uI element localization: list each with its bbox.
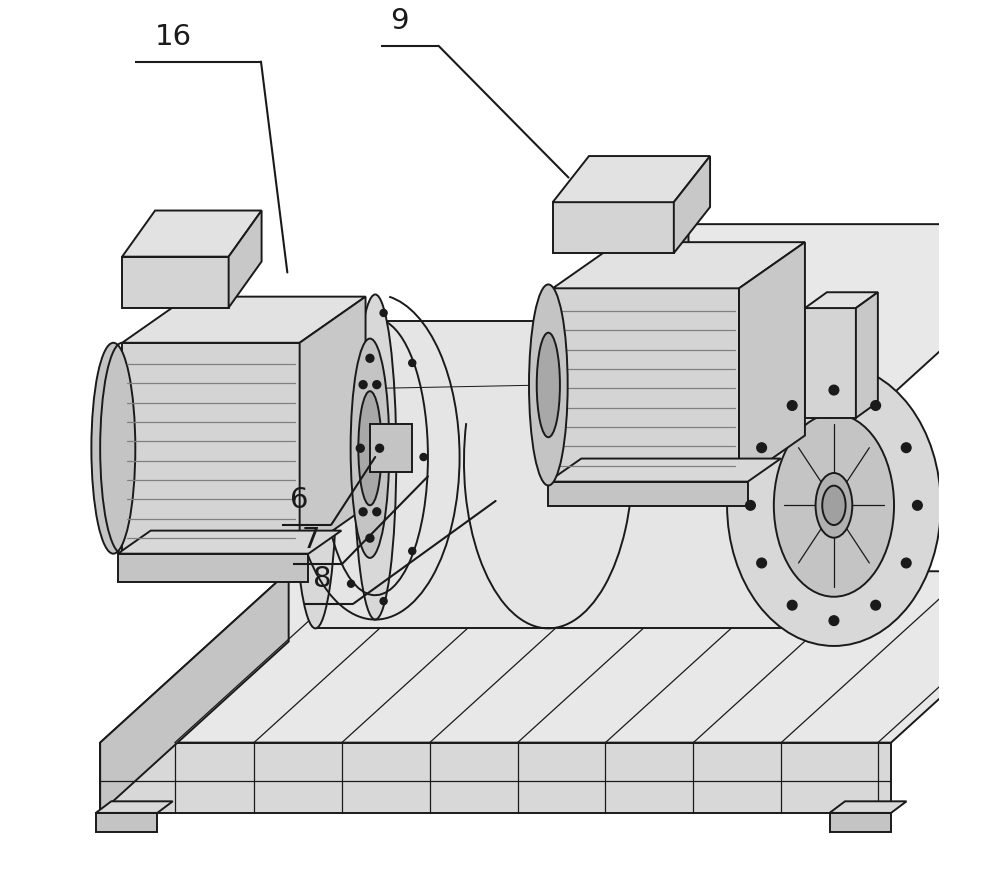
Polygon shape <box>122 257 229 308</box>
Polygon shape <box>553 288 739 482</box>
Circle shape <box>871 600 881 610</box>
Polygon shape <box>122 297 366 343</box>
Ellipse shape <box>294 321 337 629</box>
Circle shape <box>829 385 839 395</box>
Polygon shape <box>504 435 535 572</box>
Polygon shape <box>553 202 674 253</box>
Circle shape <box>366 355 374 362</box>
Polygon shape <box>496 556 544 572</box>
Polygon shape <box>548 482 748 506</box>
Polygon shape <box>535 420 557 572</box>
Ellipse shape <box>816 473 852 538</box>
Polygon shape <box>96 813 157 832</box>
Circle shape <box>409 359 416 366</box>
Circle shape <box>787 401 797 411</box>
Circle shape <box>356 444 364 453</box>
Circle shape <box>373 508 381 516</box>
Circle shape <box>380 309 387 316</box>
Circle shape <box>359 380 367 388</box>
Text: 16: 16 <box>155 23 192 51</box>
Ellipse shape <box>529 284 568 485</box>
Ellipse shape <box>537 332 560 437</box>
Polygon shape <box>830 801 907 813</box>
Ellipse shape <box>351 339 389 558</box>
Circle shape <box>901 558 911 568</box>
Circle shape <box>757 443 766 453</box>
Polygon shape <box>311 556 362 572</box>
Ellipse shape <box>822 485 846 525</box>
Polygon shape <box>500 396 891 572</box>
Circle shape <box>380 597 387 605</box>
Polygon shape <box>353 411 375 572</box>
Polygon shape <box>500 224 688 572</box>
Circle shape <box>420 453 427 461</box>
Ellipse shape <box>774 414 894 597</box>
Polygon shape <box>118 554 308 581</box>
Ellipse shape <box>91 343 135 554</box>
Circle shape <box>348 581 355 588</box>
Circle shape <box>757 558 766 568</box>
Circle shape <box>359 508 367 516</box>
Circle shape <box>746 501 755 510</box>
Polygon shape <box>504 420 557 435</box>
Circle shape <box>871 401 881 411</box>
Polygon shape <box>830 813 891 832</box>
Circle shape <box>326 404 333 411</box>
Circle shape <box>348 327 355 334</box>
Polygon shape <box>674 156 710 253</box>
Text: 9: 9 <box>390 7 408 36</box>
Text: 8: 8 <box>313 565 332 593</box>
Circle shape <box>901 443 911 453</box>
Circle shape <box>913 501 922 510</box>
Circle shape <box>366 534 374 542</box>
Polygon shape <box>805 308 856 418</box>
Polygon shape <box>500 224 1000 396</box>
Text: 7: 7 <box>302 525 320 554</box>
Polygon shape <box>856 292 878 418</box>
Circle shape <box>829 616 839 626</box>
Circle shape <box>787 600 797 610</box>
Polygon shape <box>553 242 805 288</box>
Ellipse shape <box>727 364 941 646</box>
Polygon shape <box>96 801 173 813</box>
Polygon shape <box>300 297 366 554</box>
Ellipse shape <box>797 321 839 629</box>
Circle shape <box>373 380 381 388</box>
Polygon shape <box>100 572 289 813</box>
Ellipse shape <box>354 294 396 620</box>
Polygon shape <box>548 459 781 482</box>
Polygon shape <box>229 211 262 308</box>
Polygon shape <box>118 531 341 554</box>
Polygon shape <box>553 156 710 202</box>
Polygon shape <box>315 321 818 629</box>
Circle shape <box>376 444 384 453</box>
Polygon shape <box>100 572 1000 742</box>
Text: 6: 6 <box>290 486 309 514</box>
Circle shape <box>326 503 333 510</box>
Circle shape <box>409 548 416 555</box>
Polygon shape <box>370 424 412 472</box>
Polygon shape <box>739 242 805 482</box>
Polygon shape <box>100 742 891 813</box>
Polygon shape <box>805 292 878 308</box>
Polygon shape <box>122 211 262 257</box>
Polygon shape <box>122 343 300 554</box>
Polygon shape <box>320 411 375 426</box>
Ellipse shape <box>358 391 382 505</box>
Polygon shape <box>320 426 353 572</box>
